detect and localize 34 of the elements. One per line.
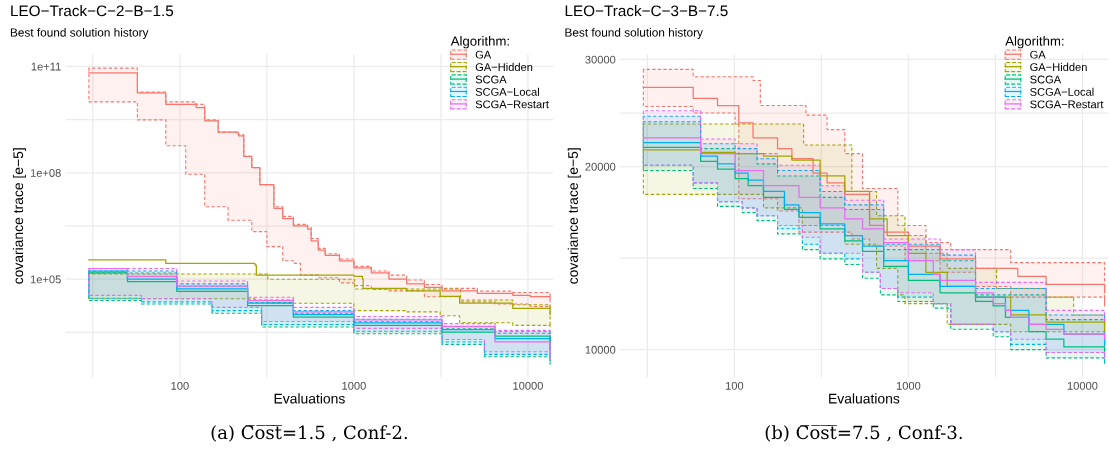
text: (a) C̅o̅s̅t̅=1.5 , Conf-2. bbox=[211, 425, 407, 442]
chart-title: LEO−Track−C−3−B−7.5 bbox=[565, 5, 728, 17]
legend-title: Algorithm: bbox=[1005, 36, 1064, 49]
legend-label: GA bbox=[475, 50, 492, 59]
x-tick-label: 1000 bbox=[342, 381, 366, 390]
y-tick-label: 1e+11 bbox=[31, 62, 61, 71]
legend-title: Algorithm: bbox=[450, 36, 509, 49]
legend-label: SCGA−Restart bbox=[1030, 100, 1104, 109]
x-tick-label: 1000 bbox=[896, 381, 921, 390]
chart-subtitle: Best found solution history bbox=[565, 28, 703, 39]
legend-label: SCGA bbox=[1030, 75, 1062, 84]
legend-label: SCGA−Restart bbox=[475, 100, 549, 109]
text: (b) C̅o̅s̅t̅=7.5 , Conf-3. bbox=[765, 425, 962, 442]
x-tick-label: 100 bbox=[725, 381, 744, 390]
x-axis-title: Evaluations bbox=[829, 393, 900, 404]
x-tick-label: 10000 bbox=[513, 381, 543, 390]
y-tick-label: 1e+05 bbox=[30, 275, 61, 284]
chart-subtitle: Best found solution history bbox=[10, 28, 149, 39]
y-axis-title: covariance trace [e−5] bbox=[567, 148, 581, 284]
legend-label: GA−Hidden bbox=[1030, 62, 1087, 71]
legend-label: SCGA−Local bbox=[1030, 87, 1094, 96]
y-tick-label: 10000 bbox=[585, 345, 616, 354]
legend-label: GA bbox=[1030, 50, 1046, 59]
x-tick-label: 100 bbox=[171, 381, 189, 390]
y-tick-label: 1e+08 bbox=[30, 169, 61, 177]
x-axis-title: Evaluations bbox=[274, 393, 345, 404]
chart-title: LEO−Track−C−2−B−1.5 bbox=[11, 5, 174, 17]
x-tick-label: 10000 bbox=[1067, 381, 1098, 390]
y-tick-label: 20000 bbox=[585, 162, 616, 171]
y-tick-label: 30000 bbox=[585, 55, 616, 64]
y-axis-title: covariance trace [e−5] bbox=[12, 148, 26, 284]
legend-label: GA−Hidden bbox=[475, 62, 533, 71]
legend-label: SCGA−Local bbox=[475, 87, 539, 96]
legend-label: SCGA bbox=[475, 75, 507, 84]
